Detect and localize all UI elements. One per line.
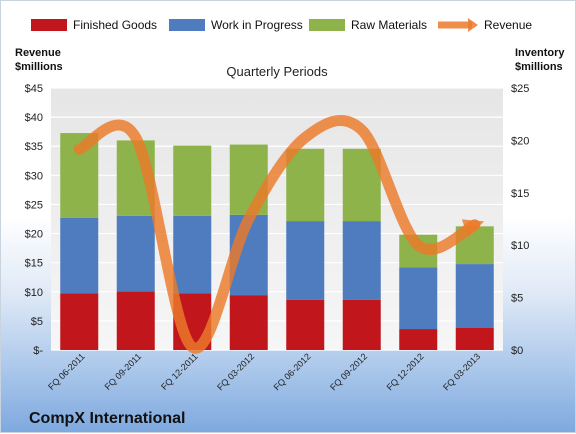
left-tick-label: $40 [25, 112, 43, 124]
left-tick-label: $5 [31, 316, 43, 328]
right-tick-label: $0 [511, 345, 523, 357]
right-tick-label: $10 [511, 240, 529, 252]
legend-swatch [309, 19, 345, 31]
right-axis-title-line1: Inventory [515, 47, 565, 59]
left-tick-label: $20 [25, 229, 43, 241]
revenue-line-group [73, 115, 485, 354]
right-axis-ticks: $0 $5 $10 $15 $20 $25 [511, 83, 529, 357]
revenue-arrowhead [461, 219, 485, 238]
x-tick-label: FQ 12-2011 [159, 351, 200, 392]
left-axis-title-line1: Revenue [15, 47, 61, 59]
legend: Finished Goods Work in Progress Raw Materi… [31, 18, 532, 32]
legend-label: Finished Goods [73, 18, 157, 32]
bar-finished-goods [399, 329, 438, 350]
chart-subtitle: Quarterly Periods [226, 64, 328, 79]
bar-work-in-progress [342, 221, 381, 300]
bar-work-in-progress [286, 221, 325, 300]
bar-raw-materials [173, 145, 212, 216]
x-tick-label: FQ 06-2011 [46, 351, 87, 392]
bar-finished-goods [116, 291, 155, 350]
bar-finished-goods [229, 295, 268, 350]
x-tick-label: FQ 03-2012 [215, 351, 256, 392]
legend-label: Raw Materials [351, 18, 427, 32]
x-tick-label: FQ 12-2012 [385, 351, 426, 392]
legend-label: Work in Progress [211, 18, 303, 32]
bar-finished-goods [455, 327, 494, 350]
bar-finished-goods [342, 299, 381, 350]
left-tick-label: $45 [25, 83, 43, 95]
x-tick-label: FQ 09-2011 [103, 351, 144, 392]
bar-work-in-progress [60, 217, 99, 294]
right-tick-label: $15 [511, 188, 529, 200]
left-axis-title-line2: $millions [15, 61, 63, 73]
x-tick-label: FQ 09-2012 [328, 351, 369, 392]
left-tick-label: $35 [25, 141, 43, 153]
bar-work-in-progress [116, 215, 155, 292]
bar-work-in-progress [455, 264, 494, 328]
right-tick-label: $20 [511, 135, 529, 147]
legend-swatch [31, 19, 67, 31]
bar-raw-materials [286, 148, 325, 222]
x-tick-label: FQ 06-2012 [272, 351, 313, 392]
left-tick-label: $- [33, 345, 43, 357]
right-axis-title-line2: $millions [515, 61, 563, 73]
right-tick-label: $5 [511, 293, 523, 305]
x-axis-ticks: FQ 06-2011 FQ 09-2011 FQ 12-2011 FQ 03-2012… [46, 351, 482, 392]
right-tick-label: $25 [511, 83, 529, 95]
bar-finished-goods [286, 299, 325, 350]
legend-arrow-icon [468, 18, 478, 32]
x-tick-label: FQ 03-2013 [441, 351, 482, 392]
bars [60, 133, 494, 350]
company-name: CompX International [29, 410, 185, 427]
revenue-line [73, 115, 481, 354]
left-tick-label: $25 [25, 199, 43, 211]
left-tick-label: $30 [25, 170, 43, 182]
legend-swatch [169, 19, 205, 31]
bar-work-in-progress [173, 215, 212, 294]
legend-label: Revenue [484, 18, 532, 32]
left-axis-ticks: $- $5 $10 $15 $20 $25 $30 $35 $40 $45 [25, 83, 44, 357]
bar-finished-goods [60, 293, 99, 350]
left-tick-label: $10 [25, 287, 43, 299]
bar-work-in-progress [399, 267, 438, 330]
left-tick-label: $15 [25, 258, 43, 270]
